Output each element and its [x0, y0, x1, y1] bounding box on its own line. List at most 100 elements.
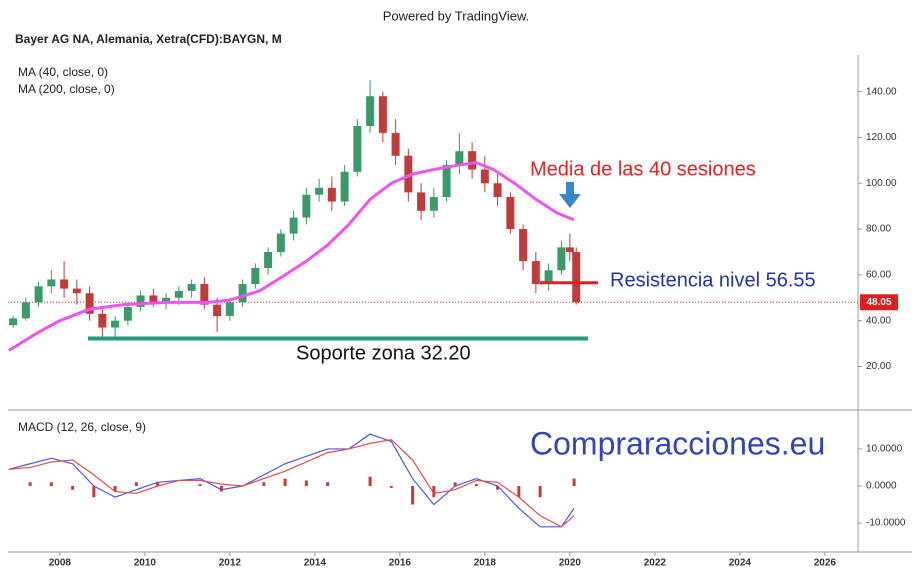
candle-body — [149, 295, 158, 303]
macd-histogram-bar — [219, 486, 223, 492]
candle-body — [136, 295, 145, 307]
candle-body — [557, 247, 566, 271]
last-price-label: 48.05 — [866, 297, 891, 308]
candle-body — [506, 197, 515, 230]
candle-body — [442, 164, 451, 197]
ma-line — [8, 161, 575, 352]
macd-histogram-bar — [538, 486, 542, 498]
y-tick-label: 20.00 — [866, 361, 891, 372]
chart-title: Bayer AG NA, Alemania, Xetra(CFD):BAYGN,… — [15, 32, 282, 46]
candle-body — [404, 155, 413, 193]
candle-body — [162, 297, 171, 303]
x-tick-label: 2016 — [389, 558, 412, 569]
macd-histogram-bar — [432, 486, 436, 498]
x-tick-label: 2018 — [474, 558, 497, 569]
macd-histogram-bar — [113, 486, 117, 492]
candle-body — [468, 151, 477, 170]
candle-body — [85, 293, 94, 314]
candle-body — [378, 96, 387, 133]
y-tick-label: 10.0000 — [866, 444, 903, 455]
candle-body — [213, 304, 222, 317]
candle-body — [123, 306, 132, 321]
y-tick-label: 120.00 — [866, 132, 897, 143]
watermark: Compraracciones.eu — [530, 425, 825, 461]
macd-histogram-bar — [389, 486, 393, 488]
macd-histogram-bar — [71, 486, 75, 490]
candle-body — [225, 302, 234, 317]
resistance-text: Resistencia nivel 56.55 — [610, 269, 816, 291]
x-tick-label: 2024 — [729, 558, 752, 569]
y-tick-label: 60.00 — [866, 270, 891, 281]
candle-body — [531, 261, 540, 285]
candle-body — [572, 251, 581, 303]
candle-body — [238, 284, 247, 303]
macd-histogram-bar — [496, 486, 500, 490]
y-tick-label: 140.00 — [866, 86, 897, 97]
x-tick-label: 2012 — [219, 558, 242, 569]
macd-line — [8, 439, 575, 528]
macd-histogram-bar — [368, 476, 372, 487]
macd-histogram-bar — [262, 482, 266, 487]
candle-body — [315, 187, 324, 195]
y-tick-label: 100.00 — [866, 178, 897, 189]
candle-body — [289, 217, 298, 234]
macd-title: MACD (12, 26, close, 9) — [18, 420, 146, 434]
macd-histogram-bar — [572, 478, 576, 487]
candle-body — [366, 96, 375, 126]
candle-body — [493, 183, 502, 197]
macd-histogram-bar — [453, 482, 457, 487]
macd-histogram-bar — [474, 484, 478, 487]
x-tick-label: 2022 — [644, 558, 667, 569]
candle-body — [565, 247, 574, 252]
macd-histogram-bar — [411, 486, 415, 505]
y-tick-label: 0.0000 — [866, 481, 897, 492]
candle-body — [251, 268, 260, 285]
x-tick-label: 2008 — [49, 558, 72, 569]
candle-body — [327, 187, 336, 202]
macd-line — [8, 433, 575, 528]
candle-body — [480, 169, 489, 184]
y-tick-label: -10.0000 — [866, 518, 906, 529]
macd-histogram-bar — [49, 482, 53, 487]
candle-body — [391, 132, 400, 156]
macd-histogram-bar — [28, 482, 32, 487]
candle-body — [60, 279, 69, 289]
candle-body — [455, 151, 464, 165]
legend-ma40: MA (40, close, 0) — [18, 65, 108, 79]
candle-body — [302, 194, 311, 218]
y-tick-label: 40.00 — [866, 315, 891, 326]
macd-histogram-bar — [517, 486, 521, 498]
candle-body — [21, 302, 30, 319]
candle-body — [9, 318, 18, 326]
candle-body — [417, 192, 426, 211]
powered-by: Powered by TradingView. — [383, 8, 529, 23]
macd-histogram-bar — [304, 480, 308, 487]
candle-body — [353, 126, 362, 172]
x-tick-label: 2026 — [814, 558, 837, 569]
x-tick-label: 2010 — [134, 558, 157, 569]
ma-annotation: Media de las 40 sesiones — [530, 158, 756, 180]
candle-body — [187, 284, 196, 291]
macd-histogram-bar — [134, 482, 138, 487]
candle-body — [47, 279, 56, 287]
candle-body — [98, 313, 107, 328]
candle-body — [200, 284, 209, 305]
candle-body — [340, 171, 349, 202]
candle-body — [276, 233, 285, 252]
macd-histogram-bar — [92, 486, 96, 498]
candle-body — [174, 290, 183, 298]
macd-histogram-bar — [156, 482, 160, 487]
candle-body — [111, 320, 120, 328]
x-tick-label: 2014 — [304, 558, 327, 569]
last-price-box — [860, 294, 898, 311]
support-text: Soporte zona 32.20 — [296, 342, 471, 364]
x-tick-label: 2020 — [559, 558, 582, 569]
legend-ma200: MA (200, close, 0) — [18, 82, 115, 96]
arrow-icon — [559, 182, 581, 208]
candle-body — [264, 251, 273, 268]
candle-body — [429, 197, 438, 211]
candle-body — [72, 288, 81, 294]
candle-body — [34, 286, 43, 303]
